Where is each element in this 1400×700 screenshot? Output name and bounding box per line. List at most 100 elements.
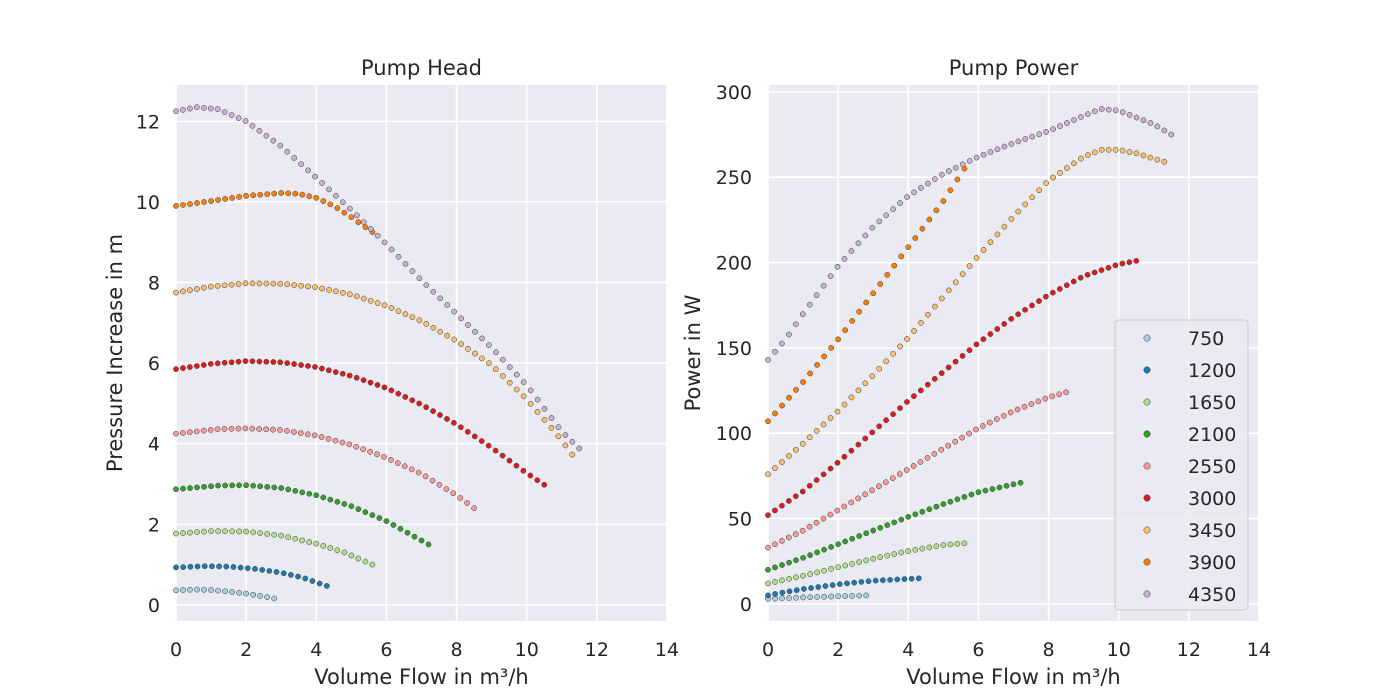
power-point-2550 [993,416,1000,423]
power-series-2100 [765,479,1024,573]
head-point-3000 [249,358,256,365]
head-point-3450 [492,366,499,373]
power-point-1200 [880,577,886,584]
head-point-3450 [263,280,270,287]
head-point-3450 [214,283,221,289]
head-point-750 [264,594,271,600]
head-point-4350 [562,432,569,438]
power-x-tick-label: 10 [1107,639,1131,661]
head-x-tick-label: 4 [310,639,322,661]
head-point-1650 [201,528,207,535]
head-point-3450 [228,281,235,288]
power-point-1650 [814,569,820,576]
head-series-2550 [173,425,477,512]
head-point-3000 [423,404,429,411]
head-point-2100 [362,509,369,515]
head-point-3450 [520,393,527,400]
head-point-3450 [221,282,228,289]
head-point-2550 [284,428,290,434]
power-point-750 [786,595,792,601]
power-point-3900 [905,244,912,251]
head-point-2550 [381,454,387,460]
power-point-4350 [1029,133,1036,140]
power-point-2100 [940,501,947,507]
power-point-3000 [799,488,806,495]
power-point-2100 [793,557,799,564]
power-point-3900 [877,281,884,287]
power-point-2100 [856,533,863,539]
head-point-1200 [316,580,323,587]
head-point-4350 [527,387,534,394]
head-point-4350 [520,379,527,385]
power-point-750 [779,595,785,602]
head-point-3000 [499,452,506,459]
head-series-1650 [173,528,376,568]
head-point-4350 [173,108,179,115]
head-point-3450 [346,291,353,298]
head-point-3900 [327,201,334,208]
head-point-2550 [228,425,235,432]
head-x-tick-label: 2 [240,639,252,661]
power-point-3450 [1147,154,1154,161]
head-point-4350 [576,445,583,452]
head-point-3450 [207,283,214,290]
power-point-4350 [1015,138,1022,145]
power-point-3450 [1133,150,1140,157]
head-point-3000 [437,412,443,418]
power-point-3000 [911,393,917,399]
power-point-1200 [894,576,901,583]
power-point-3450 [1064,165,1070,171]
power-series-1200 [765,575,922,599]
power-point-2100 [905,514,912,520]
head-point-4350 [291,155,298,161]
power-point-3450 [1140,152,1147,159]
head-point-1650 [180,530,186,536]
power-point-3900 [849,318,856,324]
power-point-1650 [821,567,827,574]
power-point-1650 [765,580,771,587]
head-point-3900 [173,203,179,209]
head-point-3900 [250,192,257,199]
power-point-4350 [855,240,862,247]
head-point-3450 [465,345,471,352]
power-point-3450 [848,394,855,401]
power-point-1200 [815,584,822,590]
head-point-3900 [187,201,193,207]
head-point-1200 [259,567,266,573]
legend-label-3450: 3450 [1188,520,1236,542]
power-point-2550 [883,479,889,486]
head-point-2100 [285,486,292,493]
head-point-3450 [180,288,186,295]
head-point-1200 [252,566,258,572]
head-point-2550 [270,426,276,433]
power-x-tick-label: 2 [832,639,844,661]
power-point-3450 [1105,147,1112,153]
power-point-4350 [1098,106,1105,112]
legend-entry-1200: 1200 [1143,360,1236,382]
legend-marker-3000 [1143,494,1151,502]
power-point-3000 [1001,321,1008,327]
power-point-2100 [1017,479,1024,486]
power-point-4350 [792,321,799,328]
power-point-3000 [1056,286,1063,292]
power-point-2100 [884,522,891,528]
power-point-3450 [827,415,834,421]
head-point-3450 [444,332,451,339]
power-point-1200 [915,575,922,582]
power-point-3000 [945,364,952,371]
power-point-1650 [793,574,799,581]
power-point-3000 [938,370,945,376]
power-point-2100 [800,554,806,561]
head-point-3450 [486,360,492,367]
power-point-2100 [779,562,785,568]
head-point-3900 [215,197,221,203]
head-point-2100 [327,496,334,503]
head-point-4350 [416,275,423,282]
power-point-4350 [1112,107,1119,114]
power-point-3000 [980,336,987,342]
power-point-4350 [897,200,903,206]
head-point-4350 [214,106,221,112]
power-point-3000 [1126,259,1133,266]
head-point-2100 [236,482,242,489]
power-point-3450 [806,434,813,441]
